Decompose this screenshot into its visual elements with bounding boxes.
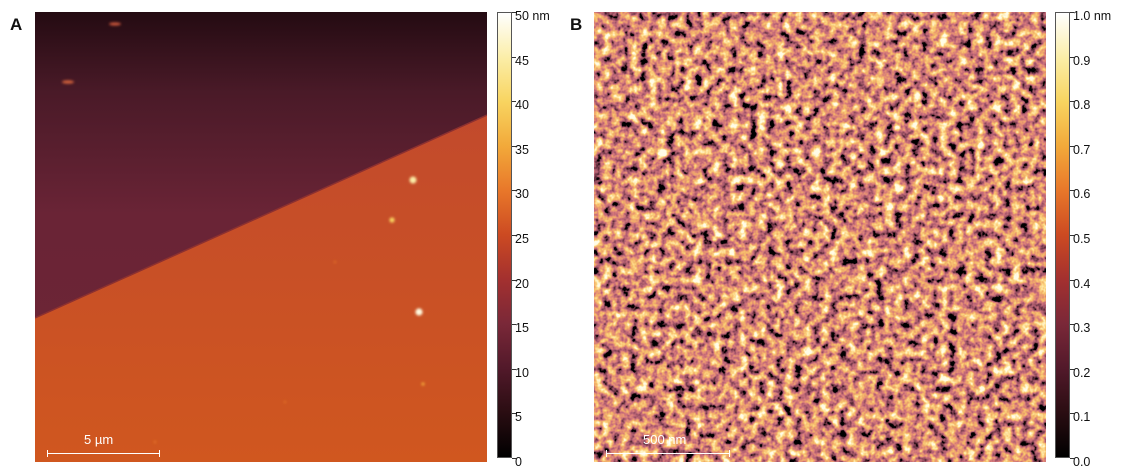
scalebar-b xyxy=(606,453,730,454)
colorbar-a-tick-label: 30 xyxy=(515,187,529,201)
afm-height-image-a: 5 µm xyxy=(35,12,487,462)
colorbar-b-tick-mark xyxy=(1070,12,1074,13)
colorbar-b-tick-mark xyxy=(1070,146,1074,147)
colorbar-a-tick-label: 45 xyxy=(515,54,529,68)
colorbar-a-tick-mark xyxy=(512,12,516,13)
colorbar-a-tick-mark xyxy=(512,235,516,236)
scalebar-a-left-cap xyxy=(47,450,48,457)
colorbar-b-tick-mark xyxy=(1070,280,1074,281)
colorbar-b-tick-label: 0.1 xyxy=(1073,410,1091,424)
surface-particles xyxy=(62,22,425,444)
scalebar-label-a: 5 µm xyxy=(84,432,114,447)
colorbar-a-tick-label: 25 xyxy=(515,232,529,246)
colorbar-a-tick-mark xyxy=(512,324,516,325)
colorbar-b-tick-label: 0.7 xyxy=(1073,143,1091,157)
colorbar-a-tick-mark xyxy=(512,280,516,281)
colorbar-b-unit-label: 1.0 nm xyxy=(1073,9,1112,23)
surface-roughness xyxy=(594,12,1046,462)
colorbar-b-tick-label: 0.6 xyxy=(1073,187,1091,201)
scalebar-b-left-cap xyxy=(606,450,607,457)
colorbar-b-tick-label: 0.2 xyxy=(1073,366,1091,380)
colorbar-a-tick-mark xyxy=(512,413,516,414)
colorbar-a-tick-mark xyxy=(512,57,516,58)
colorbar-a-tick-label: 5 xyxy=(515,410,522,424)
colorbar-b-tick-label: 0.5 xyxy=(1073,232,1091,246)
lower-terrace xyxy=(35,115,487,462)
colorbar-a-tick-label: 0 xyxy=(515,455,522,469)
panel-label-b: B xyxy=(570,15,583,34)
scalebar-label-b: 500 nm xyxy=(643,432,687,447)
afm-height-image-b: 500 nm xyxy=(594,12,1046,462)
colorbar-a-tick-label: 15 xyxy=(515,321,529,335)
colorbar-a-tick-mark xyxy=(512,458,516,459)
colorbar-b-tick-mark xyxy=(1070,235,1074,236)
colorbar-b-tick-label: 0.4 xyxy=(1073,277,1091,291)
step-edge xyxy=(35,114,487,319)
colorbar-b-tick-mark xyxy=(1070,57,1074,58)
colorbar-a-tick-label: 10 xyxy=(515,366,529,380)
panel-label-a: A xyxy=(10,15,23,34)
scalebar-a xyxy=(47,453,160,454)
colorbar-a-tick-mark xyxy=(512,101,516,102)
colorbar-a-tick-label: 20 xyxy=(515,277,529,291)
colorbar-b-tick-mark xyxy=(1070,190,1074,191)
colorbar-a-tick-mark xyxy=(512,190,516,191)
colorbar-b-tick-mark xyxy=(1070,458,1074,459)
colorbar-b-tick-mark xyxy=(1070,324,1074,325)
colorbar-a-tick-label: 35 xyxy=(515,143,529,157)
colorbar-b-tick-label: 0.9 xyxy=(1073,54,1091,68)
colorbar-b-tick-label: 0.8 xyxy=(1073,98,1091,112)
scalebar-a-right-cap xyxy=(159,450,160,457)
colorbar-b-tick-mark xyxy=(1070,369,1074,370)
colorbar-a xyxy=(497,12,512,458)
colorbar-b xyxy=(1055,12,1070,458)
colorbar-b-tick-mark xyxy=(1070,101,1074,102)
colorbar-a-unit-label: 50 nm xyxy=(515,9,550,23)
colorbar-a-tick-label: 40 xyxy=(515,98,529,112)
colorbar-b-tick-label: 0.0 xyxy=(1073,455,1091,469)
scalebar-b-right-cap xyxy=(729,450,730,457)
colorbar-b-tick-label: 0.3 xyxy=(1073,321,1091,335)
colorbar-a-tick-mark xyxy=(512,146,516,147)
colorbar-a-tick-mark xyxy=(512,369,516,370)
colorbar-b-tick-mark xyxy=(1070,413,1074,414)
